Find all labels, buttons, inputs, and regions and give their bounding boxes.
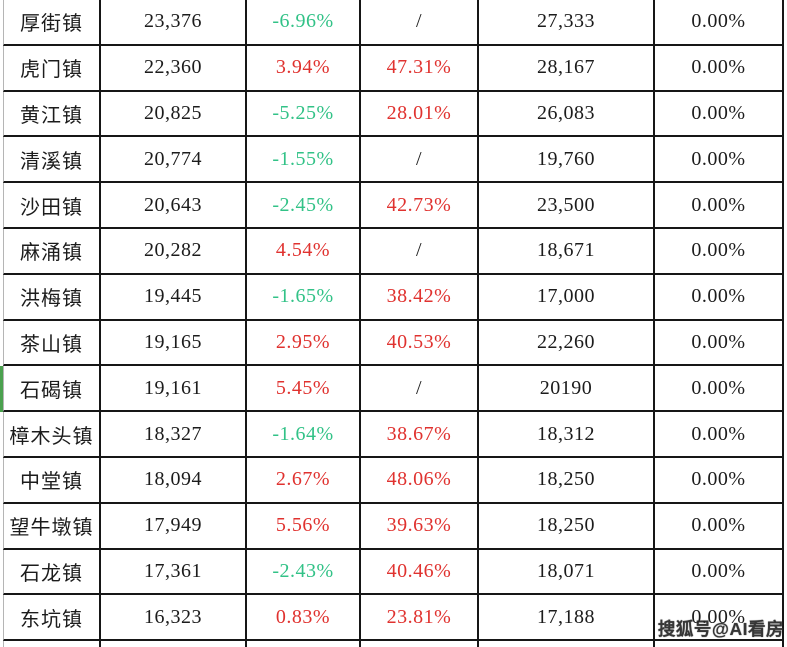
town-cell: 樟木头镇 bbox=[3, 412, 101, 458]
value1-cell: 22,360 bbox=[101, 45, 247, 92]
value1-cell: 17,949 bbox=[101, 503, 247, 550]
pct2-cell: 39.63% bbox=[361, 503, 479, 550]
pct2-cell: 40.46% bbox=[361, 549, 479, 596]
value2-cell: 18,671 bbox=[479, 228, 655, 275]
value1-cell: 17,361 bbox=[101, 549, 247, 596]
pct3-cell: 0.00% bbox=[655, 274, 784, 321]
value2-cell: 20190 bbox=[479, 366, 655, 413]
town-cell: 茶山镇 bbox=[3, 320, 101, 367]
pct1-cell: 5.56% bbox=[247, 503, 361, 550]
pct1-cell: 4.54% bbox=[247, 228, 361, 275]
pct2-cell: / bbox=[361, 228, 479, 275]
pct1-cell: -2.43% bbox=[247, 549, 361, 596]
pct1-cell: -1.55% bbox=[247, 137, 361, 184]
value1-cell: 19,445 bbox=[101, 274, 247, 321]
pct3-cell: 0.00% bbox=[655, 412, 784, 458]
pct3-cell: 0.00% bbox=[655, 91, 784, 138]
value2-cell: 22,260 bbox=[479, 320, 655, 367]
town-cell: 厚街镇 bbox=[3, 0, 101, 46]
value2-cell: 26,083 bbox=[479, 91, 655, 138]
pct1-cell: 2.95% bbox=[247, 320, 361, 367]
town-cell: 望牛墩镇 bbox=[3, 503, 101, 550]
pct2-cell: 38.42% bbox=[361, 274, 479, 321]
value1-cell: 18,327 bbox=[101, 412, 247, 458]
value2-cell: 23,500 bbox=[479, 183, 655, 229]
pct1-cell: -1.64% bbox=[247, 412, 361, 458]
pct3-cell: 0.00% bbox=[655, 549, 784, 596]
town-cell: 石碣镇 bbox=[3, 366, 101, 413]
partial-next-row-cell bbox=[479, 641, 655, 647]
pct2-cell: 38.67% bbox=[361, 412, 479, 458]
town-cell: 清溪镇 bbox=[3, 137, 101, 184]
row-highlight-stripe bbox=[0, 366, 3, 412]
value1-cell: 20,643 bbox=[101, 183, 247, 229]
value1-cell: 23,376 bbox=[101, 0, 247, 46]
partial-next-row-cell bbox=[247, 641, 361, 647]
town-cell: 沙田镇 bbox=[3, 183, 101, 229]
value1-cell: 19,161 bbox=[101, 366, 247, 413]
watermark-text: 搜狐号@AI看房 bbox=[657, 619, 784, 639]
pct3-cell: 0.00% bbox=[655, 595, 784, 642]
pct1-cell: -6.96% bbox=[247, 0, 361, 46]
partial-next-row-cell bbox=[655, 641, 784, 647]
data-table: 厚街镇 23,376 -6.96%/27,333 0.00% 虎门镇 22,360 3.94… bbox=[3, 0, 784, 647]
value2-cell: 18,071 bbox=[479, 549, 655, 596]
pct3-cell: 0.00% bbox=[655, 183, 784, 229]
town-cell: 麻涌镇 bbox=[3, 228, 101, 275]
value2-cell: 19,760 bbox=[479, 137, 655, 184]
pct3-cell: 0.00% bbox=[655, 503, 784, 550]
pct2-cell: 23.81% bbox=[361, 595, 479, 642]
value1-cell: 20,774 bbox=[101, 137, 247, 184]
value1-cell: 19,165 bbox=[101, 320, 247, 367]
partial-next-row-cell bbox=[101, 641, 247, 647]
value2-cell: 17,000 bbox=[479, 274, 655, 321]
pct1-cell: 3.94% bbox=[247, 45, 361, 92]
value2-cell: 18,250 bbox=[479, 503, 655, 550]
value1-cell: 18,094 bbox=[101, 457, 247, 504]
pct3-cell: 0.00% bbox=[655, 0, 784, 46]
partial-next-row-cell bbox=[361, 641, 479, 647]
town-cell: 虎门镇 bbox=[3, 45, 101, 92]
pct2-cell: 48.06% bbox=[361, 457, 479, 504]
pct2-cell: / bbox=[361, 137, 479, 184]
pct1-cell: -5.25% bbox=[247, 91, 361, 138]
pct3-cell: 0.00% bbox=[655, 366, 784, 413]
value1-cell: 16,323 bbox=[101, 595, 247, 642]
value2-cell: 18,250 bbox=[479, 457, 655, 504]
value2-cell: 18,312 bbox=[479, 412, 655, 458]
town-cell: 东坑镇 bbox=[3, 595, 101, 642]
pct3-cell: 0.00% bbox=[655, 457, 784, 504]
pct3-cell: 0.00% bbox=[655, 137, 784, 184]
partial-next-row-cell bbox=[3, 641, 101, 647]
pct2-cell: 28.01% bbox=[361, 91, 479, 138]
town-cell: 黄江镇 bbox=[3, 91, 101, 138]
value2-cell: 17,188 bbox=[479, 595, 655, 642]
pct3-cell: 0.00% bbox=[655, 45, 784, 92]
town-cell: 石龙镇 bbox=[3, 549, 101, 596]
value1-cell: 20,825 bbox=[101, 91, 247, 138]
value1-cell: 20,282 bbox=[101, 228, 247, 275]
pct2-cell: 42.73% bbox=[361, 183, 479, 229]
pct2-cell: / bbox=[361, 0, 479, 46]
pct2-cell: / bbox=[361, 366, 479, 413]
pct3-cell: 0.00% bbox=[655, 228, 784, 275]
pct3-cell: 0.00% bbox=[655, 320, 784, 367]
pct1-cell: 0.83% bbox=[247, 595, 361, 642]
pct1-cell: 2.67% bbox=[247, 457, 361, 504]
pct1-cell: -2.45% bbox=[247, 183, 361, 229]
pct1-cell: 5.45% bbox=[247, 366, 361, 413]
value2-cell: 28,167 bbox=[479, 45, 655, 92]
pct2-cell: 40.53% bbox=[361, 320, 479, 367]
pct1-cell: -1.65% bbox=[247, 274, 361, 321]
town-cell: 中堂镇 bbox=[3, 457, 101, 504]
pct2-cell: 47.31% bbox=[361, 45, 479, 92]
town-cell: 洪梅镇 bbox=[3, 274, 101, 321]
value2-cell: 27,333 bbox=[479, 0, 655, 46]
